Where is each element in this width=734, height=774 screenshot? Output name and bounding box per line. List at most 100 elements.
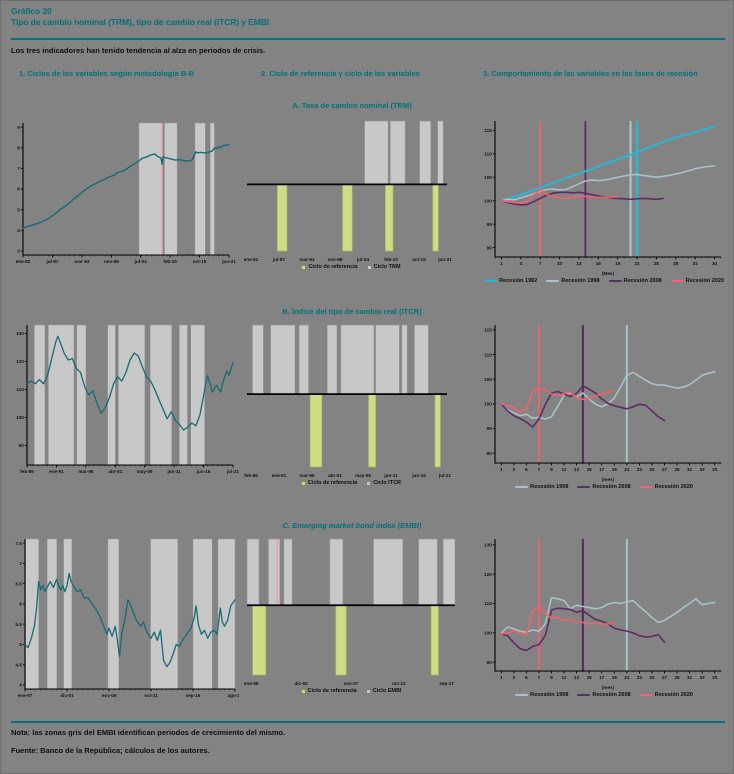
recession-band: [164, 122, 178, 256]
svg-text:33: 33: [700, 467, 706, 472]
svg-text:31: 31: [693, 261, 699, 266]
svg-text:oct-15: oct-15: [193, 259, 207, 264]
svg-text:90: 90: [487, 451, 493, 456]
legend-swatch: [301, 264, 307, 270]
svg-text:34: 34: [712, 261, 718, 266]
recession-band: [63, 538, 73, 690]
legend-swatch: [300, 480, 306, 486]
x-axis: feb-86 ene-91 mar-96 abr-01 may-06 jun-11 jun-…: [244, 473, 451, 478]
source-text: Fuente: Banco de la República; cálculos …: [11, 746, 210, 755]
svg-text:ene-91: ene-91: [272, 473, 287, 478]
legend-label: Recesión 1998: [530, 484, 569, 490]
recession-band: [192, 538, 213, 690]
svg-text:mar-96: mar-96: [299, 473, 315, 478]
series-recesi-n-2020: [500, 387, 616, 413]
svg-text:19: 19: [615, 261, 621, 266]
legend-item-ciclo-de-referencia: Ciclo de referencia: [301, 264, 358, 270]
legend-itcr-cycle: Ciclo de referencia Ciclo ITCR: [243, 480, 459, 486]
series-log-embi: [24, 572, 236, 668]
svg-text:dic-02: dic-02: [294, 681, 308, 686]
recession-band: [194, 122, 206, 256]
legend-swatch: [515, 693, 529, 697]
legend-embi-cycle: Ciclo de referencia Ciclo EMBI: [243, 688, 459, 694]
legend-item-recesi-n-1998: Recesión 1998: [515, 484, 568, 490]
svg-text:110: 110: [484, 601, 492, 606]
cycle-bar-down: [309, 393, 323, 468]
svg-text:1: 1: [500, 675, 503, 680]
cycle-bar-up: [246, 538, 260, 606]
legend-label: Recesión 2008: [592, 692, 631, 698]
svg-text:feb-86: feb-86: [20, 469, 34, 474]
series-recesi-n-1982: [500, 125, 716, 202]
svg-text:35: 35: [712, 467, 718, 472]
column-header-2: 2. Ciclo de referencia y ciclo de las va…: [261, 69, 420, 78]
legend-label: Recesión 2020: [685, 278, 724, 284]
x-tick-labels: ene-97 dic-01 nov-06 oct-11 sep-16 ago-21: [18, 693, 239, 698]
svg-text:7: 7: [539, 261, 542, 266]
svg-text:90: 90: [487, 245, 493, 250]
svg-text:nov-06: nov-06: [102, 693, 117, 698]
recession-band: [48, 324, 75, 466]
svg-text:feb-86: feb-86: [244, 473, 258, 478]
legend-label: Recesión 2020: [654, 692, 693, 698]
svg-text:25: 25: [649, 467, 655, 472]
svg-text:sep-17: sep-17: [439, 681, 454, 686]
cycle-bar-up: [270, 324, 296, 395]
recession-band: [210, 122, 215, 256]
legend-swatch: [639, 693, 653, 697]
svg-text:17: 17: [599, 467, 605, 472]
recession-band: [179, 324, 188, 466]
svg-text:27: 27: [662, 467, 668, 472]
legend-swatch: [670, 279, 684, 283]
svg-text:120: 120: [484, 572, 492, 577]
svg-text:6: 6: [19, 602, 22, 607]
svg-text:may-06: may-06: [137, 469, 153, 474]
svg-text:jun-16: jun-16: [196, 469, 211, 474]
svg-text:19: 19: [612, 675, 618, 680]
svg-text:abr-01: abr-01: [328, 473, 342, 478]
cycle-bar-up: [283, 538, 293, 606]
svg-text:jun-21: jun-21: [437, 257, 452, 262]
y-tick-labels: 9 8 7 6 5 4 3: [17, 125, 20, 254]
svg-text:nov-07: nov-07: [344, 681, 359, 686]
svg-text:29: 29: [674, 467, 680, 472]
svg-text:3: 3: [513, 675, 516, 680]
svg-text:ene-82: ene-82: [16, 259, 31, 264]
svg-text:21: 21: [624, 467, 630, 472]
bottom-divider: [11, 721, 725, 723]
legend-label: Ciclo ITCR: [373, 480, 402, 486]
legend-trm-cycle: Ciclo de referencia Ciclo TRM: [243, 264, 459, 270]
cycle-bar-down: [385, 184, 394, 252]
svg-text:ene-98: ene-98: [244, 681, 259, 686]
svg-text:8: 8: [17, 145, 20, 150]
legend-item-recesi-n-1982: Recesión 1982: [484, 278, 537, 284]
svg-text:33: 33: [700, 675, 706, 680]
legend-label: Recesión 1998: [530, 692, 569, 698]
note-text: Nota: las zonas gris del EMBI identifica…: [11, 728, 286, 737]
lead-text: Los tres indicadores han tenido tendenci…: [11, 46, 266, 55]
legend-item-recesi-n-2008: Recesión 2008: [577, 692, 631, 698]
legend-label: Recesión 2008: [592, 484, 631, 490]
cycle-bar-up: [414, 324, 429, 395]
chart-trm-recessions: 115 110 105 100 95 90 1 4 7 10 13 16 19 22 25 28 31 34 (Me…: [479, 117, 729, 284]
svg-text:5: 5: [525, 467, 528, 472]
legend-item-recesi-n-1998: Recesión 1998: [546, 278, 600, 284]
svg-text:jun-11: jun-11: [383, 473, 398, 478]
recession-band: [149, 324, 172, 466]
legend-itcr-recessions: Recesión 1998 Recesión 2008 Recesión 2020: [479, 484, 729, 490]
svg-text:jul-04: jul-04: [356, 257, 369, 262]
svg-text:130: 130: [16, 331, 24, 336]
chart-trm-cycles-canvas: 9 8 7 6 5 4 3 ene-82 jul-87 mar-93 nov-98 jul-04 feb…: [16, 122, 236, 264]
x-tick-labels: 1 3 5 7 9 11 13 15 17 19 21 23 25 27 29 31 33 35: [500, 675, 718, 680]
svg-text:13: 13: [574, 675, 580, 680]
y-tick-labels: 115 110 105 100 95 90: [484, 128, 492, 250]
svg-text:95: 95: [487, 426, 493, 431]
legend-item-recesi-n-1998: Recesión 1998: [515, 692, 568, 698]
section-title-b: B. Índice del tipo de cambio real (ITCR): [282, 307, 422, 316]
legend-swatch: [366, 480, 372, 486]
chart-embi-reference-cycle-canvas: ene-98 dic-02 nov-07 oct-12 sep-17: [244, 538, 456, 686]
svg-text:ene-97: ene-97: [18, 693, 33, 698]
x-tick-labels: feb-86 ene-91 mar-96 abr-01 may-06 jun-11 jun-…: [20, 469, 239, 474]
